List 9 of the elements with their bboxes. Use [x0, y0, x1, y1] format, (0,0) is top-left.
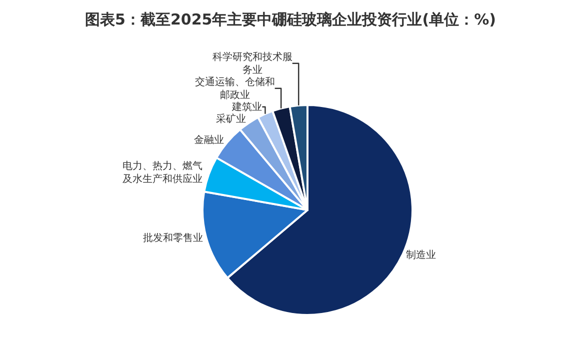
- chart-title: 图表5：截至2025年主要中硼硅玻璃企业投资行业(单位：%): [85, 10, 496, 28]
- slice-label: 批发和零售业: [143, 232, 204, 244]
- slice-label: 科学研究和技术服务业: [212, 50, 292, 76]
- slice-label: 建筑业: [231, 100, 262, 113]
- slice-label: 交通运输、仓储和邮政业: [194, 76, 275, 101]
- slice-label: 采矿业: [216, 112, 246, 125]
- slice-label: 金融业: [194, 134, 224, 146]
- slice-label: 制造业: [406, 249, 436, 262]
- slice-label: 电力、热力、燃气及水生产和供应业: [122, 160, 203, 186]
